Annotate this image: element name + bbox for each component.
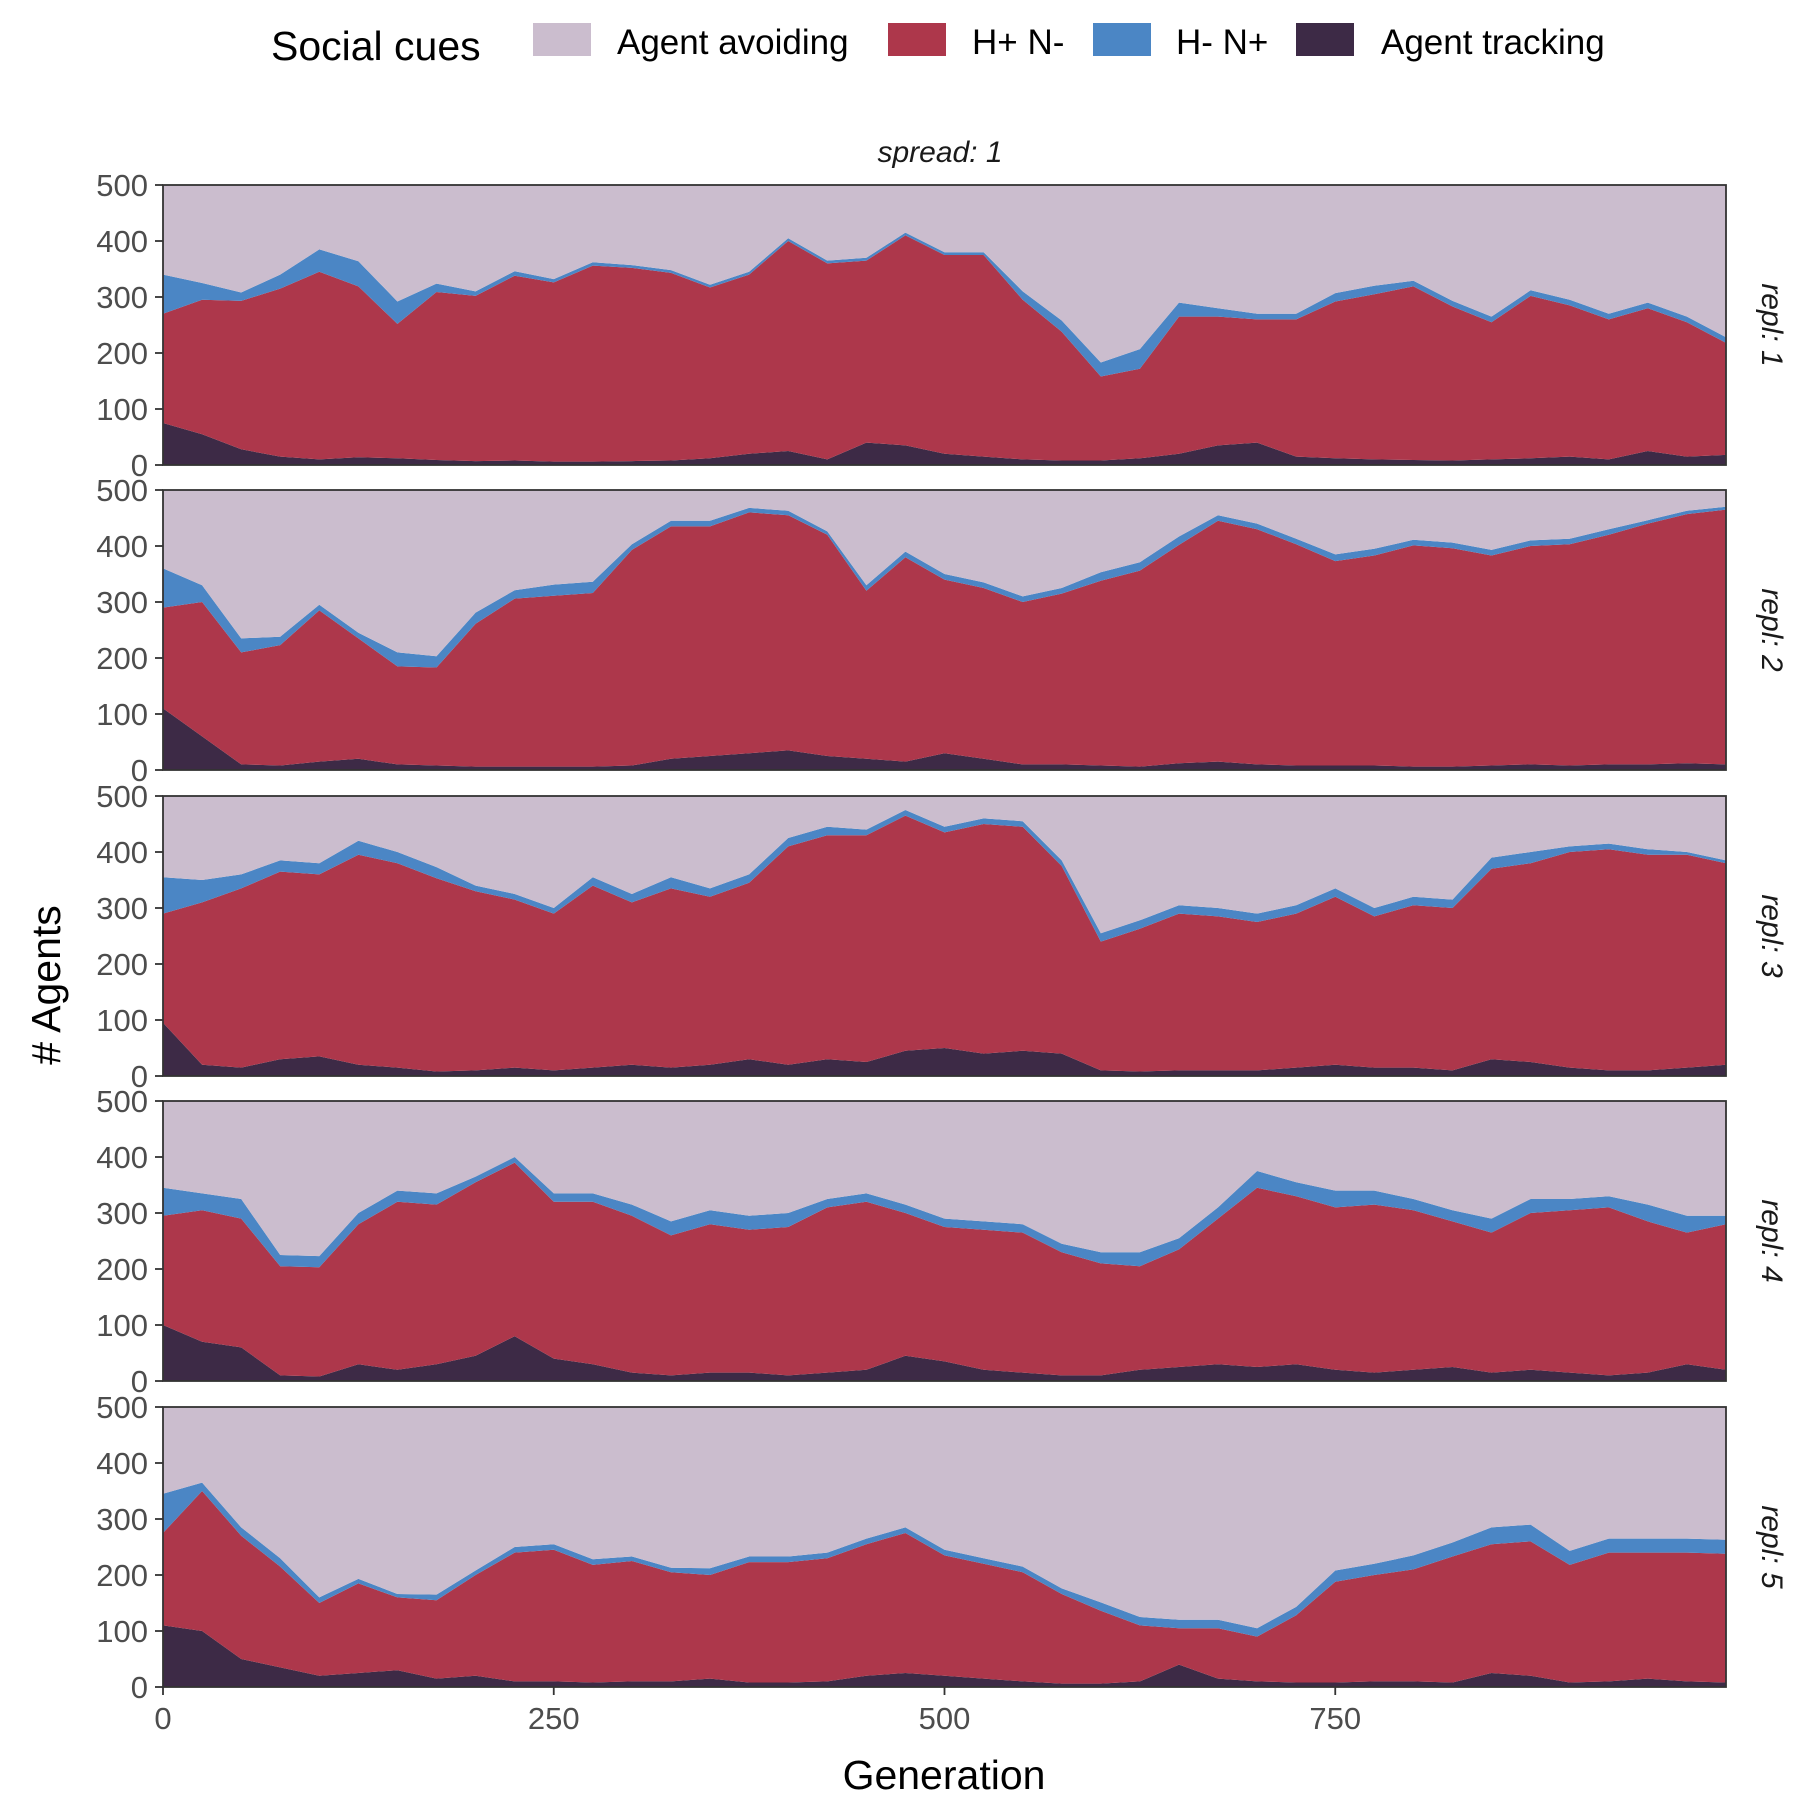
x-tick-label-500: 500 bbox=[919, 1701, 971, 1736]
legend-key-2 bbox=[888, 23, 946, 56]
y-tick-label-2-0: 0 bbox=[131, 753, 148, 788]
legend-key-3 bbox=[1093, 23, 1151, 56]
y-tick-label-5-200: 200 bbox=[96, 1558, 148, 1593]
column-strip-label: spread: 1 bbox=[877, 136, 1002, 169]
y-tick-label-4-200: 200 bbox=[96, 1252, 148, 1287]
panel-border-2 bbox=[162, 489, 1727, 771]
area-4-agent-avoiding bbox=[163, 1101, 1726, 1257]
y-tick-label-2-400: 400 bbox=[96, 529, 148, 564]
row-strip-label-4: repl: 4 bbox=[1755, 1199, 1788, 1282]
row-strip-label-3: repl: 3 bbox=[1755, 894, 1788, 978]
y-tick-label-5-300: 300 bbox=[96, 1502, 148, 1537]
legend-title: Social cues bbox=[271, 23, 481, 69]
panel-4: 0 100 200 300 400 500 repl: 4 bbox=[96, 1084, 1788, 1399]
row-strip-label-2: repl: 2 bbox=[1755, 588, 1788, 672]
legend-label-1: Agent avoiding bbox=[617, 23, 849, 62]
y-tick-label-5-400: 400 bbox=[96, 1446, 148, 1481]
area-5-agent-avoiding bbox=[163, 1407, 1726, 1629]
y-tick-label-5-100: 100 bbox=[96, 1614, 148, 1649]
facet-panels: 0 100 200 300 400 500 repl: 1 0 100 200 300 400 500 r… bbox=[96, 168, 1788, 1705]
area-1-agent-tracking bbox=[163, 423, 1726, 465]
y-axis-title: # Agents bbox=[23, 905, 69, 1065]
y-tick-label-1-400: 400 bbox=[96, 224, 148, 259]
y-tick-label-3-500: 500 bbox=[96, 779, 148, 814]
y-tick-label-2-200: 200 bbox=[96, 641, 148, 676]
y-tick-label-1-500: 500 bbox=[96, 168, 148, 203]
area-3-h-n bbox=[163, 815, 1726, 1072]
y-tick-label-3-100: 100 bbox=[96, 1003, 148, 1038]
panel-border-3 bbox=[162, 795, 1727, 1077]
area-3-agent-tracking bbox=[163, 1022, 1726, 1076]
area-3-agent-avoiding bbox=[163, 796, 1726, 934]
y-tick-label-1-300: 300 bbox=[96, 280, 148, 315]
area-2-agent-tracking bbox=[163, 708, 1726, 770]
row-strip-label-5: repl: 5 bbox=[1755, 1505, 1788, 1589]
area-3-h-n bbox=[163, 810, 1726, 942]
y-tick-label-4-100: 100 bbox=[96, 1308, 148, 1343]
x-axis: 0 250 500 750 bbox=[154, 1687, 1361, 1736]
y-tick-label-1-100: 100 bbox=[96, 392, 148, 427]
y-tick-label-3-200: 200 bbox=[96, 947, 148, 982]
panel-1: 0 100 200 300 400 500 repl: 1 bbox=[96, 168, 1788, 483]
panel-2: 0 100 200 300 400 500 repl: 2 bbox=[96, 473, 1788, 788]
area-5-h-n bbox=[163, 1491, 1726, 1684]
x-tick-label-250: 250 bbox=[528, 1701, 580, 1736]
area-1-agent-avoiding bbox=[163, 185, 1726, 363]
legend-label-2: H+ N- bbox=[972, 23, 1064, 62]
y-tick-label-3-0: 0 bbox=[131, 1059, 148, 1094]
x-tick-label-0: 0 bbox=[154, 1701, 171, 1736]
y-tick-label-4-300: 300 bbox=[96, 1196, 148, 1231]
panel-5: 0 100 200 300 400 500 repl: 5 bbox=[96, 1390, 1788, 1705]
legend-label-4: Agent tracking bbox=[1381, 23, 1605, 62]
y-tick-label-1-0: 0 bbox=[131, 448, 148, 483]
y-tick-label-3-400: 400 bbox=[96, 835, 148, 870]
y-tick-label-5-500: 500 bbox=[96, 1390, 148, 1425]
legend: Social cues Agent avoiding H+ N- H- N+ Agen… bbox=[271, 23, 1605, 69]
area-5-h-n bbox=[163, 1482, 1726, 1637]
y-tick-label-1-200: 200 bbox=[96, 336, 148, 371]
x-axis-title: Generation bbox=[843, 1752, 1046, 1798]
area-5-agent-tracking bbox=[163, 1625, 1726, 1687]
legend-key-4 bbox=[1296, 23, 1354, 56]
y-tick-label-2-300: 300 bbox=[96, 585, 148, 620]
y-tick-label-3-300: 300 bbox=[96, 891, 148, 926]
y-tick-label-5-0: 0 bbox=[131, 1670, 148, 1705]
panel-3: 0 100 200 300 400 500 repl: 3 bbox=[96, 779, 1788, 1094]
area-4-h-n bbox=[163, 1162, 1726, 1377]
area-1-h-n bbox=[163, 235, 1726, 462]
x-tick-label-750: 750 bbox=[1309, 1701, 1361, 1736]
y-tick-label-4-0: 0 bbox=[131, 1364, 148, 1399]
y-tick-label-2-100: 100 bbox=[96, 697, 148, 732]
y-tick-label-2-500: 500 bbox=[96, 473, 148, 508]
y-tick-label-4-400: 400 bbox=[96, 1140, 148, 1175]
legend-key-1 bbox=[533, 23, 591, 56]
panel-border-1 bbox=[162, 184, 1727, 466]
row-strip-label-1: repl: 1 bbox=[1755, 283, 1788, 366]
area-2-agent-avoiding bbox=[163, 490, 1726, 657]
area-4-h-n bbox=[163, 1157, 1726, 1268]
area-2-h-n bbox=[163, 509, 1726, 767]
legend-label-3: H- N+ bbox=[1176, 23, 1268, 62]
area-4-agent-tracking bbox=[163, 1325, 1726, 1381]
panel-border-4 bbox=[162, 1100, 1727, 1382]
y-tick-label-4-500: 500 bbox=[96, 1084, 148, 1119]
